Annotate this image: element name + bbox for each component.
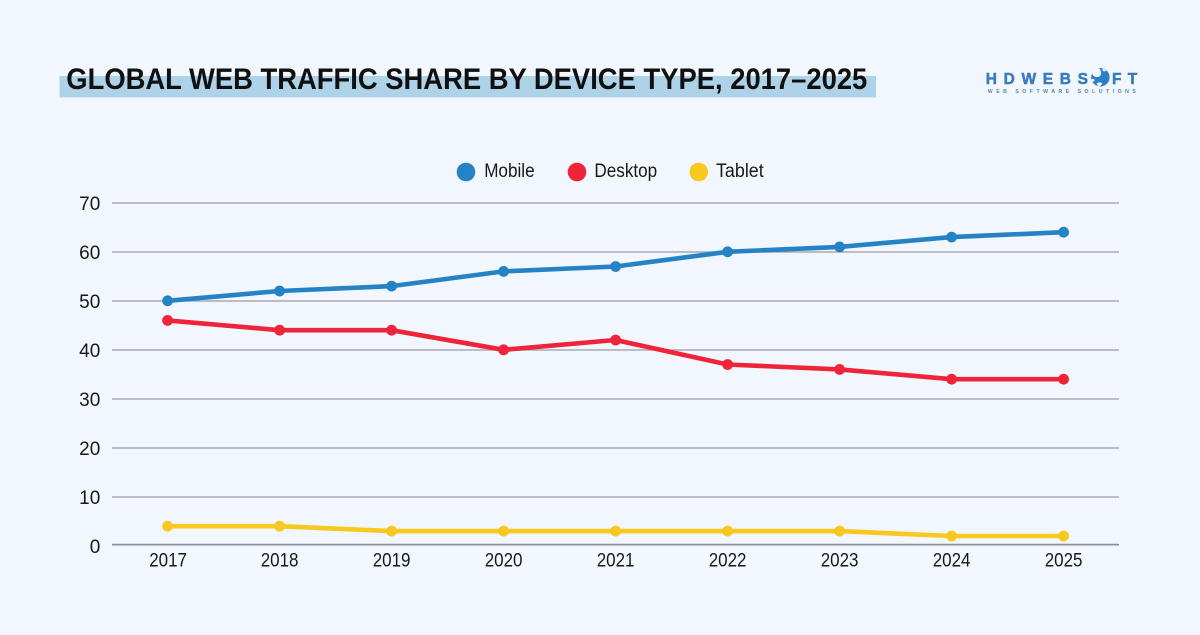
svg-text:Desktop: Desktop <box>594 161 657 182</box>
svg-text:60: 60 <box>79 243 100 264</box>
svg-text:WEB SOFTWARE SOLUTIONS: WEB SOFTWARE SOLUTIONS <box>988 89 1137 95</box>
svg-text:2021: 2021 <box>597 550 635 571</box>
svg-text:2023: 2023 <box>821 550 859 571</box>
svg-text:2019: 2019 <box>373 550 411 571</box>
svg-text:20: 20 <box>79 439 100 460</box>
svg-text:50: 50 <box>79 292 100 313</box>
svg-text:FT: FT <box>1112 71 1138 88</box>
svg-text:GLOBAL WEB TRAFFIC SHARE BY DE: GLOBAL WEB TRAFFIC SHARE BY DEVICE TYPE,… <box>66 63 867 96</box>
svg-text:Mobile: Mobile <box>484 161 534 182</box>
svg-text:HDWEBS: HDWEBS <box>986 71 1088 88</box>
svg-text:0: 0 <box>90 537 101 558</box>
svg-text:40: 40 <box>79 341 100 362</box>
svg-text:2017: 2017 <box>149 550 187 571</box>
svg-text:2022: 2022 <box>709 550 747 571</box>
svg-text:70: 70 <box>79 194 100 215</box>
svg-text:2024: 2024 <box>933 550 971 571</box>
svg-text:2018: 2018 <box>261 550 299 571</box>
svg-text:10: 10 <box>79 488 100 509</box>
svg-text:2025: 2025 <box>1045 550 1083 571</box>
svg-text:30: 30 <box>79 390 100 411</box>
svg-text:2020: 2020 <box>485 550 523 571</box>
svg-text:Tablet: Tablet <box>716 161 764 182</box>
